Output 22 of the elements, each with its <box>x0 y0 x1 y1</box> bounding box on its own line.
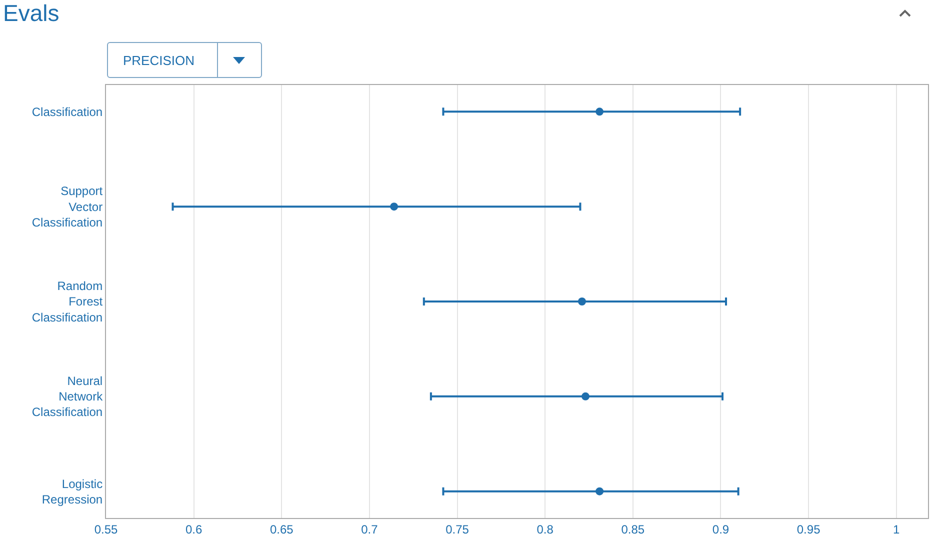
y-tick-label: Random Forest Classification <box>32 279 104 324</box>
point <box>390 202 398 211</box>
x-tick-label: 0.55 <box>94 522 118 536</box>
point <box>596 487 604 496</box>
y-tick-label: Logistic Regression <box>42 476 103 506</box>
y-tick-label: Classification <box>32 104 103 119</box>
y-tick-label: Support Vector Classification <box>32 184 104 230</box>
x-tick-label: 0.9 <box>712 522 730 536</box>
x-tick-label: 0.95 <box>796 522 821 536</box>
x-tick-label: 0.75 <box>446 522 470 536</box>
point <box>582 392 590 400</box>
x-tick-label: 0.65 <box>270 522 294 536</box>
text: PRECISION <box>108 43 218 77</box>
chart-title: Evals <box>3 0 60 27</box>
point <box>596 108 604 116</box>
x-tick-label: 0.85 <box>621 522 645 536</box>
x-tick-label: 0.7 <box>361 522 378 536</box>
point <box>578 298 586 306</box>
x-tick-label: 1 <box>893 522 900 536</box>
x-tick-label: 0.8 <box>536 522 554 536</box>
x-tick-label: 0.6 <box>185 522 202 536</box>
y-tick-label: Neural Network Classification <box>32 374 104 420</box>
